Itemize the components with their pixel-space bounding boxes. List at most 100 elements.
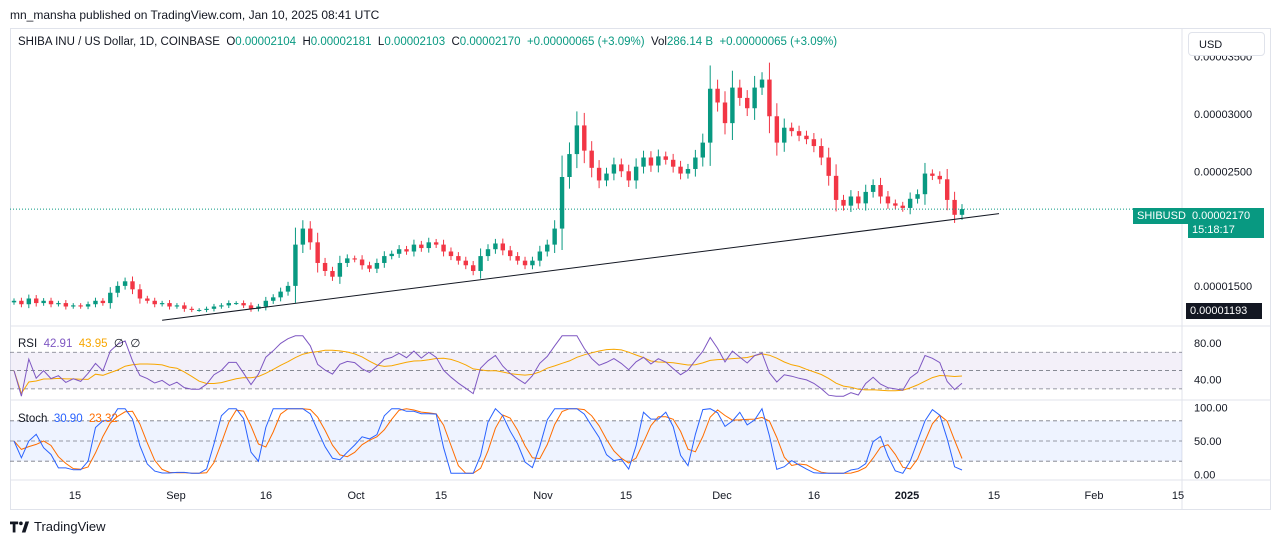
- close-value: 0.00002170: [459, 36, 521, 48]
- candle-body: [515, 256, 520, 261]
- last-price-value: 0.00002170: [1192, 210, 1251, 222]
- candle-body: [108, 292, 113, 304]
- candle-body: [374, 262, 380, 269]
- candle: [145, 295, 150, 304]
- candle: [633, 158, 639, 189]
- candle: [71, 303, 76, 309]
- candle: [604, 167, 609, 187]
- volume-value: 286.14 B: [667, 36, 714, 48]
- candle-body: [122, 281, 128, 286]
- candle: [419, 240, 424, 252]
- candle: [515, 252, 520, 265]
- candle-body: [582, 125, 587, 151]
- candle: [885, 191, 891, 209]
- candle: [78, 303, 83, 309]
- time-tick-label: 15: [988, 490, 1000, 502]
- candle-body: [71, 305, 76, 307]
- time-tick-label: 2025: [895, 490, 919, 502]
- candle: [833, 164, 839, 212]
- candle: [115, 281, 120, 298]
- candle-body: [656, 156, 661, 166]
- candle: [804, 130, 809, 145]
- candle-body: [619, 164, 624, 172]
- stoch-legend: Stoch 30.90 23.32: [18, 413, 118, 425]
- support-trendline: [162, 213, 1000, 321]
- candle-body: [678, 166, 683, 174]
- candle-body: [922, 173, 928, 195]
- candle-body: [745, 97, 750, 109]
- candle: [693, 149, 698, 177]
- candle: [567, 142, 572, 189]
- candle-body: [11, 300, 17, 303]
- candle: [782, 118, 787, 152]
- candle-body: [56, 303, 61, 305]
- rsi-ma-line: [13, 348, 963, 395]
- countdown-timer: 15:18:17: [1192, 224, 1235, 236]
- candle: [848, 190, 854, 212]
- candle-body: [537, 251, 543, 261]
- candle-body: [100, 300, 106, 304]
- candle-body: [19, 300, 24, 305]
- candle-body: [737, 87, 743, 98]
- candle: [34, 295, 39, 307]
- candle-body: [93, 300, 98, 305]
- candle-body: [189, 308, 194, 310]
- candle: [130, 276, 135, 295]
- rsi-tick-label: 40.00: [1194, 375, 1222, 387]
- price-tick-label: 0.00003000: [1194, 109, 1252, 121]
- chart-frame: [10, 28, 1271, 510]
- candle-body: [145, 298, 150, 301]
- candle-body: [159, 303, 165, 305]
- currency-button[interactable]: USD: [1188, 32, 1265, 56]
- candle: [737, 79, 743, 106]
- candle-body: [715, 88, 720, 103]
- candle: [722, 91, 728, 135]
- candle-body: [915, 194, 920, 199]
- candle-body: [337, 262, 343, 277]
- symbol-legend: SHIBA INU / US Dollar, 1D, COINBASE O0.0…: [18, 36, 838, 48]
- candle: [433, 238, 439, 248]
- candle-body: [233, 303, 239, 305]
- time-tick-label: Feb: [1085, 490, 1104, 502]
- rsi-value: 42.91: [43, 338, 73, 350]
- candle-body: [396, 249, 402, 254]
- candle: [374, 258, 380, 274]
- change-value: +0.00000065 (+3.09%): [526, 36, 645, 48]
- candle-body: [893, 203, 898, 206]
- trendline: [162, 213, 1000, 321]
- candle: [211, 303, 217, 312]
- candle-body: [137, 289, 143, 299]
- candle-body: [522, 260, 528, 266]
- open-value: 0.00002104: [235, 36, 297, 48]
- candle: [767, 62, 772, 134]
- candle-body: [41, 300, 46, 304]
- candle-body: [670, 159, 676, 167]
- candle-body: [700, 142, 705, 158]
- candles: [10, 62, 1182, 313]
- candle-body: [419, 244, 424, 249]
- candle: [811, 133, 817, 153]
- rsi-line: [13, 335, 963, 397]
- candle: [893, 199, 898, 210]
- candle: [278, 287, 283, 302]
- candle-body: [352, 258, 357, 260]
- candle: [426, 237, 431, 253]
- candle-body: [774, 116, 780, 143]
- candle-body: [345, 258, 350, 263]
- candle: [382, 251, 387, 268]
- candle-body: [907, 198, 913, 208]
- candle: [900, 201, 905, 212]
- candle: [574, 111, 580, 169]
- candle: [559, 155, 565, 250]
- candle: [944, 168, 950, 211]
- candle-body: [293, 244, 298, 286]
- stoch-tick-label: 50.00: [1194, 436, 1222, 448]
- candle-body: [648, 157, 654, 166]
- low-price-value: 0.00001193: [1190, 305, 1248, 317]
- chart-canvas[interactable]: 0.000035000.000030000.000025000.00001500…: [10, 28, 1271, 510]
- candle-body: [885, 196, 891, 204]
- candle: [552, 220, 557, 253]
- candle-body: [263, 300, 269, 307]
- candle: [611, 157, 617, 181]
- candle-body: [804, 135, 809, 140]
